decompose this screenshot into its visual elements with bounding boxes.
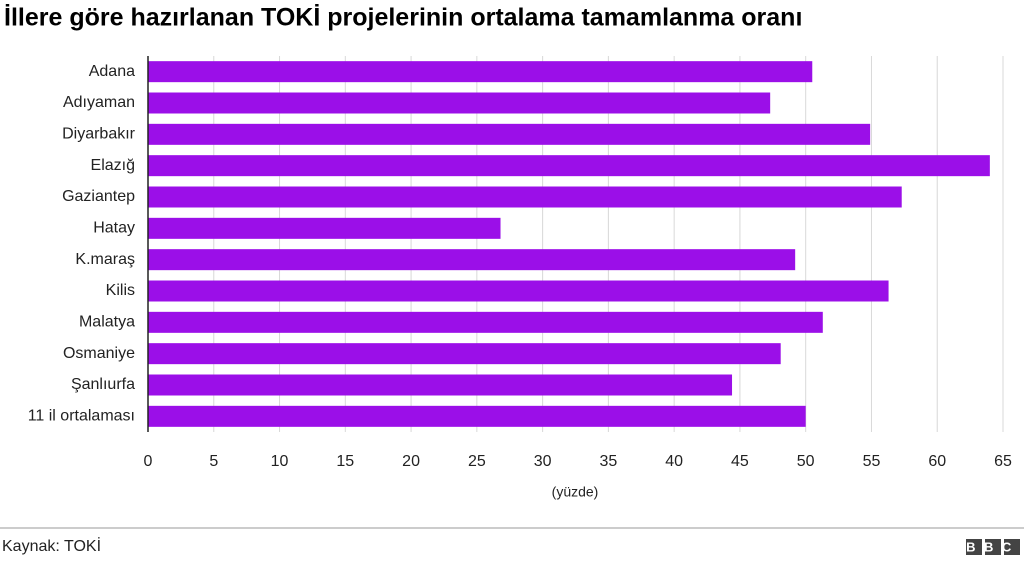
bar xyxy=(148,280,889,302)
y-tick-label: Malatya xyxy=(79,314,135,331)
bar xyxy=(148,123,871,145)
x-tick-label: 40 xyxy=(665,453,683,470)
source: Kaynak: TOKİ xyxy=(2,536,101,555)
x-tick-label: 55 xyxy=(863,453,881,470)
y-tick-label: Şanlıurfa xyxy=(71,376,135,393)
y-tick-label: K.maraş xyxy=(75,251,135,268)
chart-title: İllere göre hazırlanan TOKİ projelerinin… xyxy=(4,4,802,32)
logo-box xyxy=(985,539,1001,555)
x-tick-label: 20 xyxy=(402,453,420,470)
logo-box xyxy=(966,539,982,555)
logo-box xyxy=(1004,539,1020,555)
bar xyxy=(148,311,823,333)
logo xyxy=(966,539,1020,555)
bar xyxy=(148,343,781,365)
y-tick-label: 11 il ortalaması xyxy=(28,408,135,425)
bar xyxy=(148,249,796,271)
bar xyxy=(148,405,806,427)
bar xyxy=(148,155,990,177)
y-tick-label: Gaziantep xyxy=(62,188,135,205)
bar xyxy=(148,186,902,208)
y-tick-label: Hatay xyxy=(93,220,135,237)
y-tick-label: Osmaniye xyxy=(63,345,135,362)
y-tick-label: Adana xyxy=(89,63,135,80)
bar xyxy=(148,61,813,83)
x-tick-label: 50 xyxy=(797,453,815,470)
y-tick-label: Adıyaman xyxy=(63,94,135,111)
x-tick-label: 35 xyxy=(599,453,617,470)
logo-text: BBC xyxy=(966,539,1020,554)
y-tick-label: Diyarbakır xyxy=(62,126,136,143)
x-axis-label: (yüzde) xyxy=(552,484,599,500)
y-tick-label: Kilis xyxy=(106,282,135,299)
bar xyxy=(148,92,771,114)
x-tick-label: 0 xyxy=(144,453,153,470)
bar xyxy=(148,374,733,396)
x-tick-label: 65 xyxy=(994,453,1012,470)
y-tick-label: Elazığ xyxy=(91,157,135,174)
x-tick-label: 30 xyxy=(534,453,552,470)
x-tick-label: 60 xyxy=(928,453,946,470)
x-tick-label: 5 xyxy=(209,453,218,470)
bar xyxy=(148,217,501,239)
x-tick-label: 45 xyxy=(731,453,749,470)
x-tick-label: 15 xyxy=(336,453,354,470)
x-tick-label: 10 xyxy=(271,453,289,470)
x-tick-label: 25 xyxy=(468,453,486,470)
